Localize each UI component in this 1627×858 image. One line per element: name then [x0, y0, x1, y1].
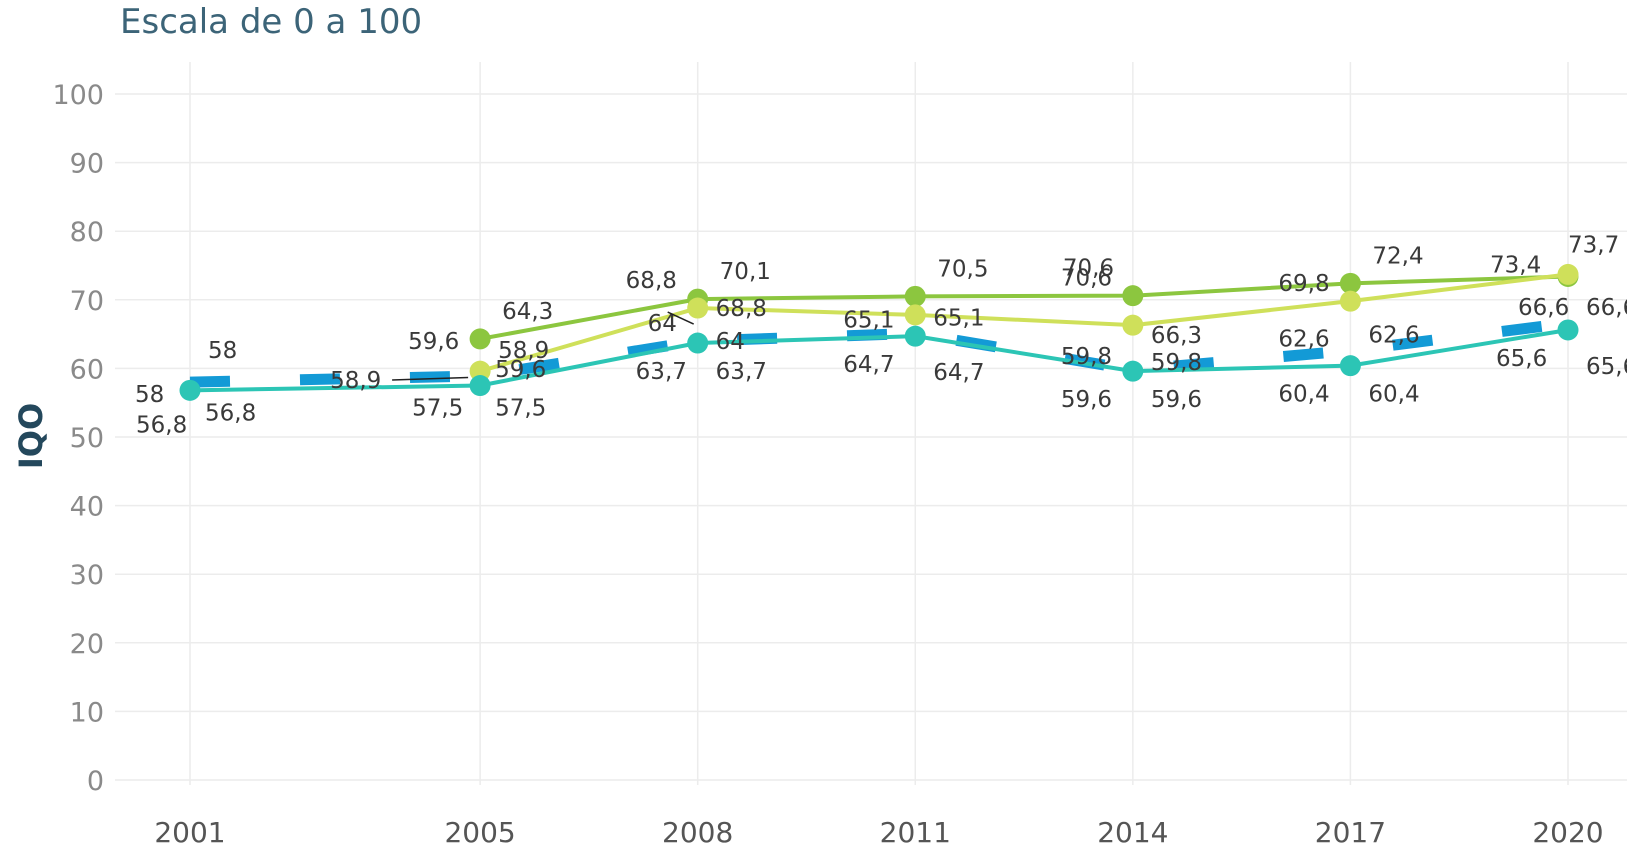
- y-tick-label: 0: [87, 766, 104, 797]
- data-label: 64,7: [933, 360, 984, 386]
- data-label: 70,6: [1063, 256, 1114, 282]
- y-axis-label: IQO: [12, 403, 50, 469]
- leader-line: [667, 311, 694, 325]
- data-label: 73,4: [1490, 252, 1541, 278]
- data-label: 70,1: [720, 259, 771, 285]
- y-tick-label: 70: [70, 286, 104, 317]
- x-tick-label: 2011: [880, 816, 951, 849]
- data-point: [469, 375, 491, 397]
- data-label: 64: [648, 311, 677, 337]
- y-tick-label: 90: [70, 149, 104, 180]
- y-tick-label: 60: [70, 354, 104, 385]
- data-label: 63,7: [636, 359, 687, 385]
- data-label: 57,5: [495, 396, 546, 422]
- data-label: 56,8: [205, 400, 256, 426]
- data-label: 65,6: [1496, 346, 1547, 372]
- data-label: 59,6: [1151, 387, 1202, 413]
- data-point: [1557, 263, 1579, 285]
- data-label: 73,7: [1568, 232, 1619, 258]
- data-label: 59,8: [1061, 344, 1112, 370]
- data-label: 72,4: [1372, 243, 1423, 269]
- chart-subtitle: Escala de 0 a 100: [120, 2, 423, 42]
- data-point: [179, 379, 201, 401]
- data-label: 59,6: [1061, 387, 1112, 413]
- data-label: 59,6: [495, 357, 546, 383]
- y-tick-label: 50: [70, 423, 104, 454]
- data-label: 70,6: [1061, 266, 1112, 292]
- series-line: [479, 274, 1569, 341]
- data-label: 64,3: [502, 299, 553, 325]
- data-label: 66,3: [1151, 323, 1202, 349]
- data-label: 68,8: [626, 268, 677, 294]
- data-label: 66,6: [1518, 295, 1569, 321]
- data-label: 58,9: [498, 338, 549, 364]
- series-line: [479, 272, 1569, 374]
- data-label: 60,4: [1278, 382, 1329, 408]
- data-label: 58,9: [330, 368, 381, 394]
- data-point: [1339, 355, 1361, 377]
- x-tick-label: 2001: [154, 816, 225, 849]
- data-label: 57,5: [412, 396, 463, 422]
- data-point: [1557, 319, 1579, 341]
- data-label: 59,6: [408, 329, 459, 355]
- data-label: 65,1: [933, 305, 984, 331]
- data-label: 70,5: [937, 256, 988, 282]
- data-label: 58: [208, 338, 237, 364]
- data-label: 58: [135, 382, 164, 408]
- y-tick-label: 100: [52, 80, 104, 111]
- data-label: 62,6: [1278, 327, 1329, 353]
- y-tick-label: 80: [70, 217, 104, 248]
- data-point: [904, 285, 926, 307]
- data-label: 65,6: [1586, 354, 1627, 380]
- data-label: 69,8: [1278, 271, 1329, 297]
- x-tick-label: 2008: [662, 816, 733, 849]
- data-point: [687, 332, 709, 354]
- x-tick-label: 2005: [444, 816, 515, 849]
- data-label: 64: [716, 329, 745, 355]
- x-tick-label: 2020: [1532, 816, 1603, 849]
- data-label: 66,6: [1586, 295, 1627, 321]
- data-point: [904, 325, 926, 347]
- data-point: [1339, 290, 1361, 312]
- leader-line: [392, 376, 469, 381]
- data-label: 59,8: [1151, 350, 1202, 376]
- data-point: [469, 360, 491, 382]
- data-label: 56,8: [136, 412, 187, 438]
- data-point: [1122, 314, 1144, 336]
- data-label: 62,6: [1368, 323, 1419, 349]
- y-tick-label: 10: [70, 697, 104, 728]
- data-point: [687, 297, 709, 319]
- y-tick-label: 30: [70, 560, 104, 591]
- data-point: [1339, 272, 1361, 294]
- data-label: 65,1: [843, 307, 894, 333]
- x-tick-label: 2014: [1097, 816, 1168, 849]
- y-tick-label: 20: [70, 629, 104, 660]
- x-tick-label: 2017: [1315, 816, 1386, 849]
- data-point: [1122, 285, 1144, 307]
- data-label: 68,8: [716, 296, 767, 322]
- data-label: 63,7: [716, 359, 767, 385]
- y-tick-label: 40: [70, 492, 104, 523]
- data-point: [904, 304, 926, 326]
- data-label: 64,7: [843, 352, 894, 378]
- data-point: [469, 328, 491, 350]
- data-label: 60,4: [1368, 382, 1419, 408]
- data-point: [1122, 360, 1144, 382]
